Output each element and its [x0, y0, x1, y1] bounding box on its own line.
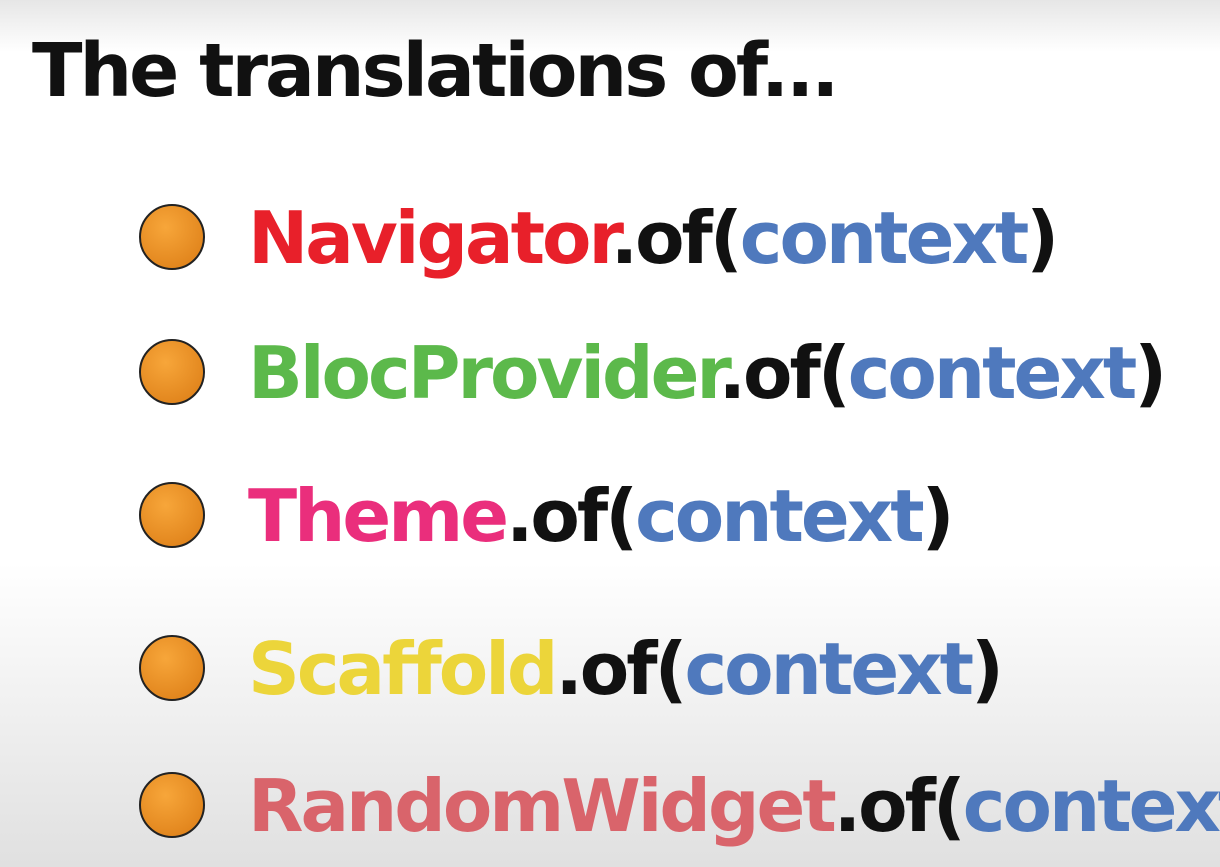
class-name: Theme [248, 474, 506, 558]
argument: context [963, 764, 1220, 848]
list-item: Navigator.of(context) [139, 196, 1059, 280]
method: .of( [555, 627, 684, 711]
method: .of( [611, 196, 740, 280]
bullet [139, 772, 205, 838]
list-item: BlocProvider.of(context) [139, 331, 1167, 415]
item-text: Theme.of(context) [248, 474, 952, 558]
item-text: BlocProvider.of(context) [248, 331, 1164, 415]
slide-title: The translations of... [32, 28, 836, 114]
close-paren: ) [1026, 196, 1056, 280]
list-item: Theme.of(context) [139, 474, 955, 558]
method: .of( [719, 331, 848, 415]
method: .of( [506, 474, 635, 558]
class-name: BlocProvider [248, 331, 732, 415]
bullet [139, 339, 205, 405]
argument: context [740, 196, 1028, 280]
list-item: Scaffold.of(context) [139, 627, 1004, 711]
argument: context [635, 474, 923, 558]
bullet [139, 635, 205, 701]
bullet [139, 482, 205, 548]
argument: context [685, 627, 973, 711]
bullet [139, 204, 205, 270]
item-text: Navigator.of(context) [248, 196, 1056, 280]
list-item: RandomWidget.of(context) [139, 764, 1220, 848]
method: .of( [834, 764, 963, 848]
item-text: Scaffold.of(context) [248, 627, 1001, 711]
class-name: Navigator [248, 196, 624, 280]
class-name: Scaffold [248, 627, 555, 711]
class-name: RandomWidget [248, 764, 835, 848]
close-paren: ) [922, 474, 952, 558]
close-paren: ) [971, 627, 1001, 711]
item-text: RandomWidget.of(context) [248, 764, 1220, 848]
close-paren: ) [1134, 331, 1164, 415]
argument: context [848, 331, 1136, 415]
